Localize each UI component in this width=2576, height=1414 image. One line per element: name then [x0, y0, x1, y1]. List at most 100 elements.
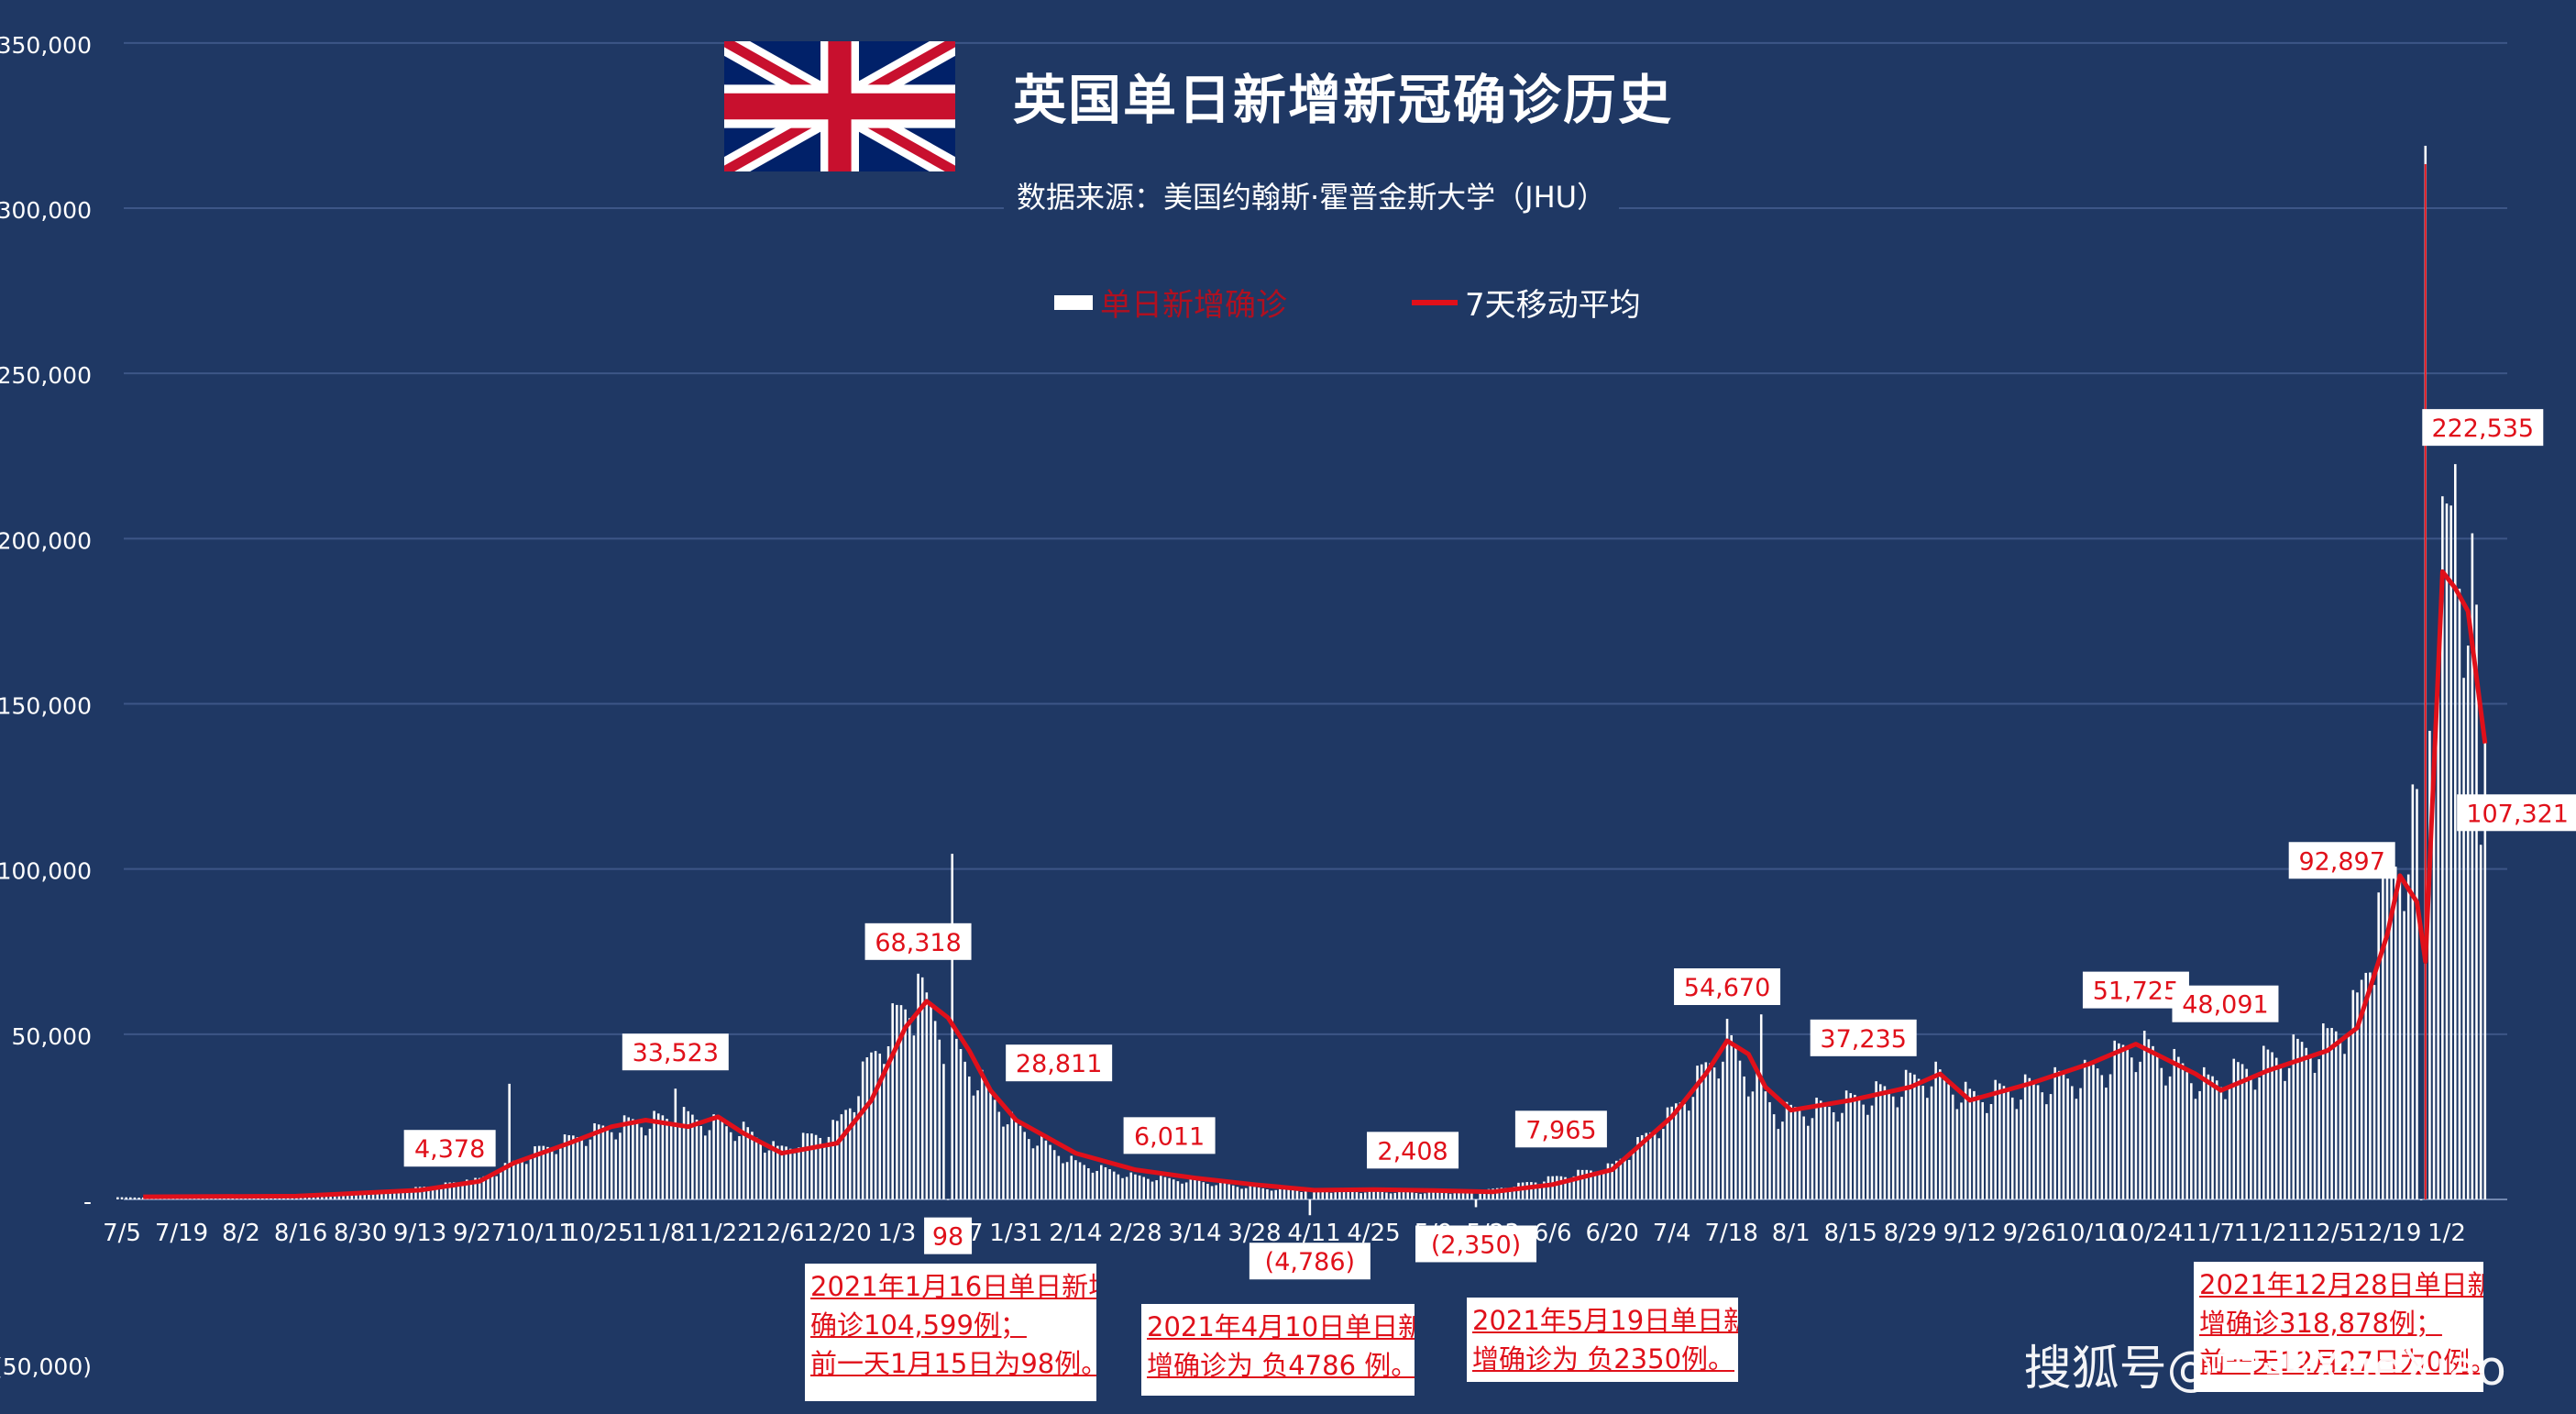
daily-bar	[933, 1021, 937, 1199]
daily-bar	[457, 1182, 460, 1199]
daily-bar	[1909, 1072, 1912, 1199]
daily-bar	[1649, 1132, 1652, 1199]
daily-bar	[1065, 1162, 1069, 1199]
daily-bar	[2347, 1035, 2350, 1199]
daily-bar	[2458, 588, 2461, 1199]
daily-bar	[1768, 1101, 1771, 1199]
x-tick-label: 11/7	[2182, 1220, 2235, 1247]
daily-bar	[1598, 1174, 1601, 1199]
daily-bar	[1461, 1191, 1465, 1199]
daily-bar	[2036, 1085, 2040, 1199]
daily-bar	[1904, 1069, 1908, 1199]
daily-bar	[2403, 911, 2405, 1199]
daily-bar	[1841, 1112, 1844, 1199]
daily-bar	[512, 1160, 515, 1199]
daily-bar	[920, 977, 924, 1199]
daily-bar	[1184, 1182, 1188, 1199]
daily-bar	[2398, 880, 2402, 1199]
daily-bar	[2394, 867, 2397, 1199]
daily-bar	[2211, 1076, 2214, 1199]
x-tick-label: 6/20	[1585, 1220, 1638, 1247]
daily-bar	[1636, 1136, 1639, 1199]
daily-bar	[1823, 1102, 1827, 1199]
daily-bar	[2475, 604, 2478, 1199]
data-label-box	[2172, 985, 2279, 1022]
daily-bar	[1743, 1076, 1745, 1199]
data-label: 107,321	[2466, 800, 2569, 828]
daily-bar	[780, 1145, 784, 1199]
daily-bar	[1568, 1178, 1571, 1199]
data-label: 92,897	[2298, 847, 2384, 876]
x-tick-label: 12/20	[803, 1220, 872, 1247]
daily-bar	[1844, 1090, 1848, 1199]
daily-bar	[1951, 1094, 1954, 1199]
daily-bar	[490, 1175, 494, 1199]
daily-bar	[1964, 1081, 1967, 1199]
daily-bar	[1440, 1192, 1444, 1199]
data-label-box	[1674, 968, 1781, 1006]
daily-bar	[1100, 1165, 1103, 1199]
daily-bar	[742, 1121, 745, 1199]
daily-bar	[1376, 1191, 1380, 1199]
daily-bar	[908, 1018, 911, 1199]
data-label-box	[1514, 1110, 1607, 1148]
data-label: 37,235	[1820, 1025, 1906, 1054]
daily-bar	[751, 1132, 754, 1199]
data-label-box	[1006, 1044, 1113, 1082]
daily-bar	[1875, 1081, 1877, 1199]
daily-bar	[963, 1061, 966, 1199]
daily-bar	[2224, 1099, 2227, 1199]
daily-bar	[431, 1187, 435, 1199]
daily-bar	[589, 1139, 592, 1199]
daily-bar	[648, 1128, 652, 1199]
data-label: 68,318	[875, 929, 961, 957]
daily-bar	[2049, 1094, 2053, 1199]
x-tick-label: 8/30	[334, 1220, 387, 1247]
data-label-box	[1249, 1243, 1371, 1280]
daily-bar	[682, 1107, 686, 1199]
daily-bar	[2479, 845, 2482, 1199]
daily-bar	[1559, 1176, 1563, 1199]
daily-bar	[1329, 1192, 1333, 1199]
data-label: 48,091	[2182, 991, 2268, 1020]
daily-bar	[1479, 1192, 1481, 1199]
daily-bar	[2185, 1072, 2188, 1199]
daily-bar	[1270, 1190, 1273, 1199]
daily-bar	[691, 1114, 694, 1199]
daily-bar	[1002, 1126, 1005, 1199]
x-tick-label: 11/21	[2233, 1220, 2302, 1247]
daily-bar	[1500, 1188, 1503, 1199]
daily-bar	[2428, 730, 2431, 1199]
daily-bar	[1913, 1074, 1916, 1199]
daily-bar	[1044, 1140, 1048, 1199]
daily-bar	[1206, 1184, 1209, 1199]
x-tick-label: 9/13	[393, 1220, 446, 1247]
daily-bar	[1347, 1190, 1349, 1199]
daily-bar	[1538, 1184, 1541, 1199]
daily-bar	[2105, 1088, 2108, 1199]
daily-bar	[635, 1122, 639, 1199]
daily-bar	[785, 1146, 787, 1199]
daily-bar	[2177, 1056, 2180, 1199]
daily-bar	[1849, 1093, 1853, 1199]
daily-bar	[2152, 1045, 2154, 1199]
data-label-box	[1367, 1132, 1459, 1169]
daily-bar	[1423, 1193, 1426, 1199]
daily-bar	[516, 1160, 520, 1199]
daily-bar	[427, 1187, 430, 1199]
daily-bar	[384, 1190, 388, 1199]
daily-bar	[2356, 992, 2359, 1199]
daily-bar	[2190, 1083, 2193, 1199]
daily-bar	[1513, 1187, 1516, 1199]
daily-bar	[2237, 1062, 2240, 1199]
daily-bar	[453, 1182, 456, 1199]
daily-bar	[2364, 972, 2368, 1199]
daily-bar	[1862, 1104, 1865, 1199]
x-tick-label: 8/1	[1772, 1220, 1811, 1247]
daily-bar	[1921, 1086, 1924, 1199]
data-label: 54,670	[1684, 974, 1770, 1002]
daily-bar	[814, 1134, 818, 1199]
daily-bar	[1495, 1188, 1499, 1199]
daily-bar	[2079, 1088, 2082, 1199]
daily-bar	[1227, 1184, 1230, 1199]
